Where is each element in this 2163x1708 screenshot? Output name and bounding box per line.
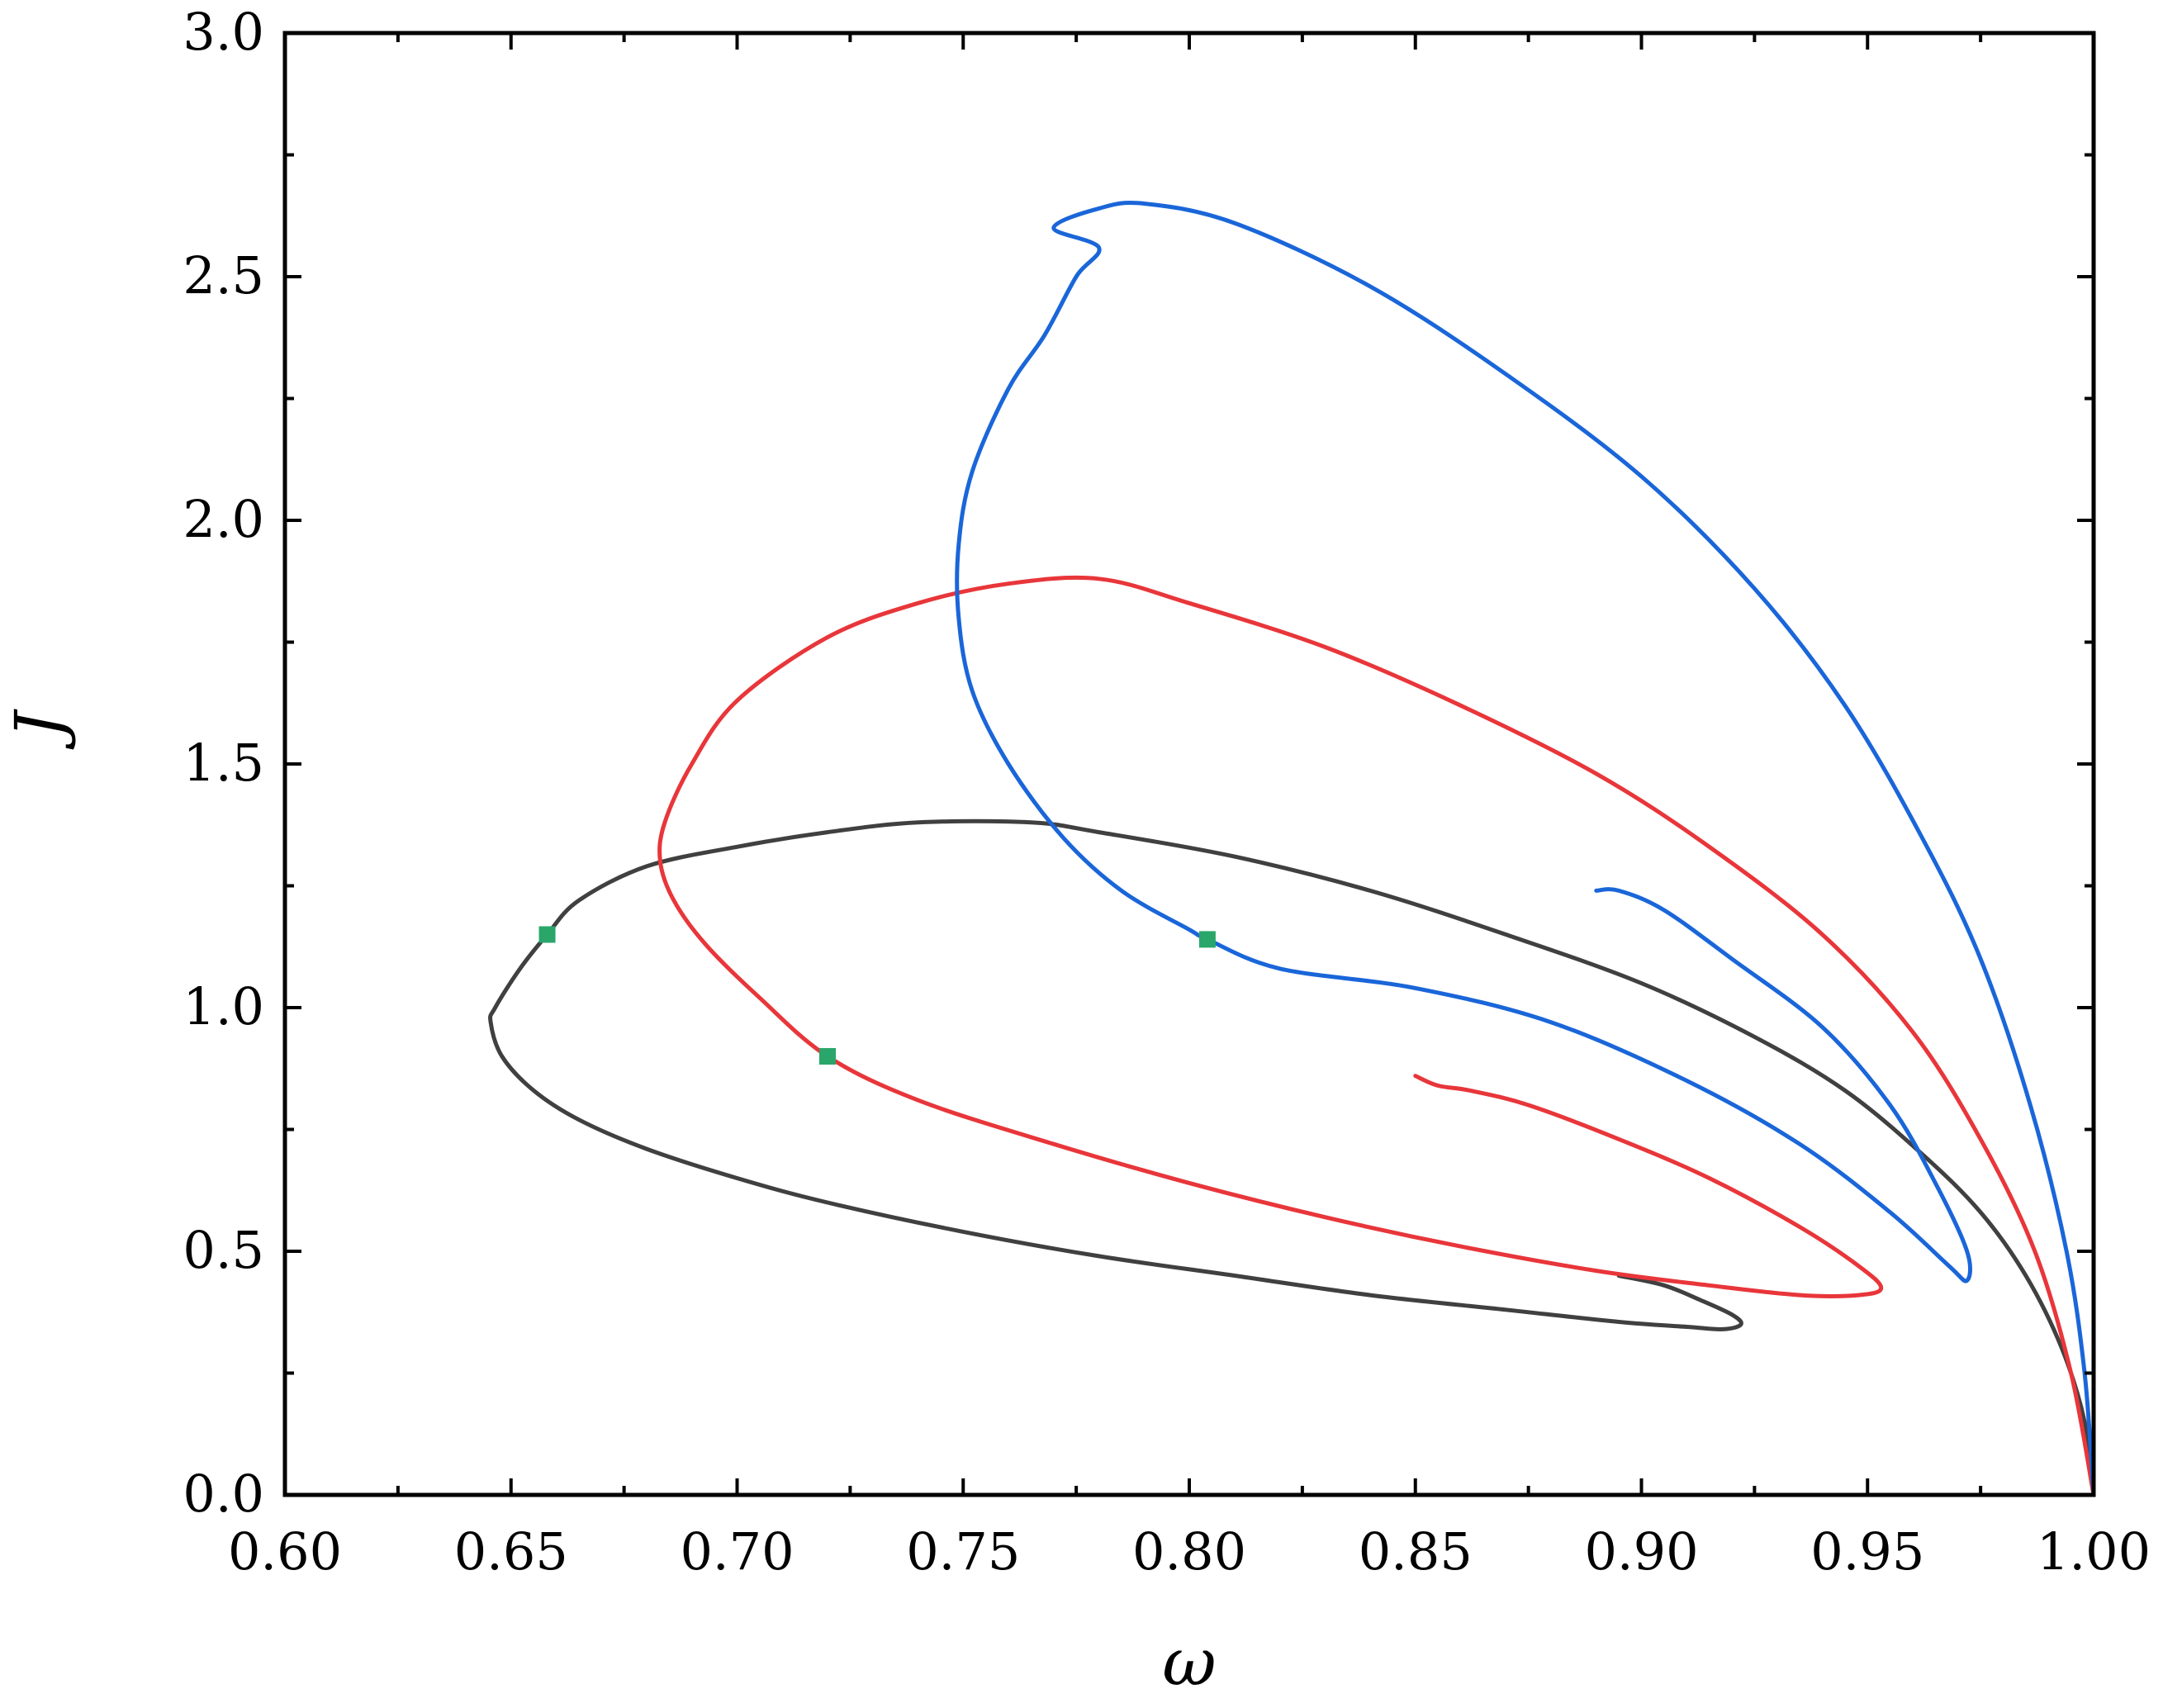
y-axis-title: J bbox=[1, 709, 78, 750]
blue-series-line bbox=[955, 201, 2096, 1497]
plot-frame bbox=[282, 31, 2096, 1497]
plot-markers bbox=[538, 926, 1216, 1065]
dark-series-line bbox=[488, 818, 2096, 1497]
y-tick-label: 2.5 bbox=[183, 245, 264, 306]
red-series-line bbox=[657, 575, 2096, 1497]
x-tick-label: 0.65 bbox=[454, 1521, 568, 1582]
x-tick-label: 0.85 bbox=[1359, 1521, 1473, 1582]
x-axis-ticks: 0.60 0.65 0.70 0.75 0.80 0.85 0.90 0.95 1.00 bbox=[228, 33, 2151, 1582]
y-tick-label: 0.5 bbox=[183, 1220, 264, 1280]
plot-lines bbox=[488, 201, 2096, 1497]
square-marker bbox=[1198, 931, 1216, 948]
y-axis-ticks: 0.0 0.5 1.0 1.5 2.0 2.5 3.0 bbox=[183, 2, 2094, 1524]
y-tick-label: 1.0 bbox=[183, 976, 264, 1037]
square-marker bbox=[819, 1048, 836, 1065]
x-tick-label: 0.60 bbox=[228, 1521, 342, 1582]
x-tick-label: 0.80 bbox=[1132, 1521, 1246, 1582]
x-axis-title: ω bbox=[1162, 1624, 1216, 1701]
y-tick-label: 2.0 bbox=[183, 489, 264, 549]
y-tick-label: 0.0 bbox=[183, 1464, 264, 1524]
x-tick-label: 0.70 bbox=[680, 1521, 794, 1582]
x-tick-label: 0.75 bbox=[906, 1521, 1020, 1582]
x-tick-label: 0.90 bbox=[1584, 1521, 1698, 1582]
square-marker bbox=[538, 926, 556, 943]
y-tick-label: 3.0 bbox=[183, 2, 264, 62]
y-tick-label: 1.5 bbox=[183, 733, 264, 793]
x-tick-label: 0.95 bbox=[1810, 1521, 1924, 1582]
x-tick-label: 1.00 bbox=[2037, 1521, 2151, 1582]
